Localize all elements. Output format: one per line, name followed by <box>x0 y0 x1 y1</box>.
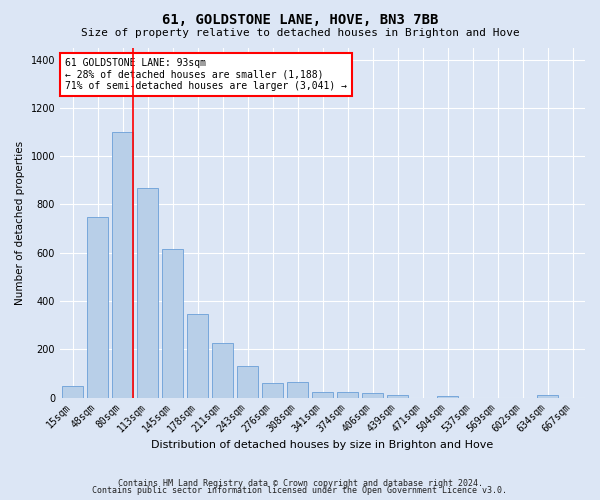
Bar <box>162 249 183 398</box>
Bar <box>287 382 308 398</box>
Bar <box>187 314 208 398</box>
Bar <box>262 383 283 398</box>
Text: Contains HM Land Registry data © Crown copyright and database right 2024.: Contains HM Land Registry data © Crown c… <box>118 478 482 488</box>
Bar <box>212 344 233 398</box>
Bar <box>137 188 158 398</box>
Text: Contains public sector information licensed under the Open Government Licence v3: Contains public sector information licen… <box>92 486 508 495</box>
Y-axis label: Number of detached properties: Number of detached properties <box>15 140 25 304</box>
X-axis label: Distribution of detached houses by size in Brighton and Hove: Distribution of detached houses by size … <box>151 440 494 450</box>
Bar <box>87 216 108 398</box>
Text: 61, GOLDSTONE LANE, HOVE, BN3 7BB: 61, GOLDSTONE LANE, HOVE, BN3 7BB <box>162 12 438 26</box>
Text: 61 GOLDSTONE LANE: 93sqm
← 28% of detached houses are smaller (1,188)
71% of sem: 61 GOLDSTONE LANE: 93sqm ← 28% of detach… <box>65 58 347 91</box>
Bar <box>112 132 133 398</box>
Bar <box>237 366 258 398</box>
Bar <box>62 386 83 398</box>
Bar <box>337 392 358 398</box>
Bar <box>537 395 558 398</box>
Bar <box>312 392 333 398</box>
Bar <box>362 393 383 398</box>
Bar <box>437 396 458 398</box>
Text: Size of property relative to detached houses in Brighton and Hove: Size of property relative to detached ho… <box>80 28 520 38</box>
Bar <box>387 394 408 398</box>
